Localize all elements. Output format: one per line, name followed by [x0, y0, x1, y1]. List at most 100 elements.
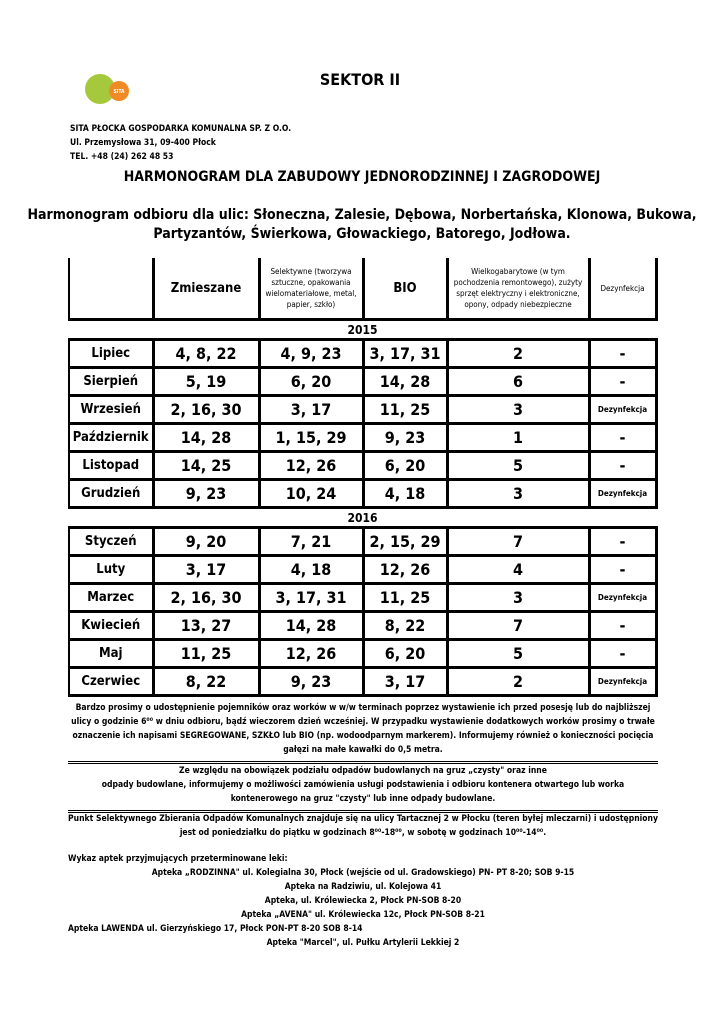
date-cell: 12, 26: [257, 638, 365, 668]
title: HARMONOGRAM DLA ZABUDOWY JEDNORODZINNEJ …: [123, 169, 601, 185]
company-line: TEL. +48 (24) 262 48 53: [70, 152, 174, 162]
date-cell: 3, 17, 31: [361, 338, 449, 368]
date-cell: 2: [445, 666, 591, 697]
pharmacies: Wykaz aptek przyjmujących przeterminowan…: [68, 852, 658, 950]
company-line: SITA PŁOCKA GOSPODARKA KOMUNALNA SP. Z O…: [70, 124, 292, 134]
data-row: Czerwiec 8, 22 9, 23 3, 17 2 Dezynfekcja: [68, 666, 658, 697]
date-cell: 6, 20: [361, 450, 449, 480]
date-cell: 7: [445, 526, 591, 556]
year-cell: 2015: [69, 318, 656, 340]
year-row: 2015: [69, 318, 656, 340]
month-cell: Grudzień: [68, 478, 155, 508]
date-cell: 4, 8, 22: [151, 338, 261, 368]
sector: SEKTOR II: [319, 70, 401, 89]
date-cell: 4, 18: [361, 478, 449, 508]
pharmacy: Apteka "Marcel", ul. Pułku Artylerii Lek…: [266, 938, 460, 948]
date-cell: -: [587, 450, 658, 480]
note-line: odpady budowlane, informujemy o możliwoś…: [101, 780, 625, 790]
data-row: Grudzień 9, 23 10, 24 4, 18 3 Dezynfekcja: [68, 478, 658, 508]
month-cell: Październik: [68, 422, 155, 452]
date-cell: -: [587, 422, 658, 452]
date-cell: Dezynfekcja: [587, 394, 658, 424]
header-cell: Selektywne (tworzywa sztuczne, opakowani…: [257, 258, 365, 321]
date-cell: 8, 22: [151, 666, 261, 697]
date-cell: 3, 17: [257, 394, 365, 424]
data-row: Maj 11, 25 12, 26 6, 20 5-: [68, 638, 658, 668]
logo-circle-orange: [109, 81, 129, 101]
date-cell: 14, 28: [151, 422, 261, 452]
company-info: SITA PŁOCKA GOSPODARKA KOMUNALNA SP. Z O…: [70, 122, 291, 164]
note-line: ulicy o godzinie 6⁰⁰ w dniu odbioru, bąd…: [71, 717, 655, 727]
subtitle: Harmonogram odbioru dla ulic: Słoneczna,…: [0, 206, 724, 244]
date-cell: 11, 25: [361, 582, 449, 612]
note-line: gałęzi na małe kawałki do 0,5 metra.: [283, 745, 443, 755]
date-cell: 1: [445, 422, 591, 452]
note: Ze względu na obowiązek podziału odpadów…: [68, 764, 658, 813]
date-cell: 3, 17: [361, 666, 449, 697]
date-cell: 14, 28: [257, 610, 365, 640]
year-cell: 2016: [69, 506, 656, 528]
data-row: Sierpień 5, 19 6, 20 14, 28 6-: [68, 366, 658, 396]
date-cell: 3, 17, 31: [257, 582, 365, 612]
date-cell: 5: [445, 450, 591, 480]
logo: SITA: [85, 74, 129, 104]
date-cell: 9, 23: [361, 422, 449, 452]
header-cell: Zmieszane: [151, 258, 261, 321]
pharmacy: Apteka „RODZINNA" ul. Kolegialna 30, Pło…: [151, 868, 575, 878]
date-cell: 2: [445, 338, 591, 368]
date-cell: Dezynfekcja: [587, 666, 658, 697]
date-cell: 6: [445, 366, 591, 396]
date-cell: -: [587, 338, 658, 368]
date-cell: 2, 16, 30: [151, 582, 261, 612]
note-line: jest od poniedziałku do piątku w godzina…: [179, 828, 547, 838]
date-cell: 6, 20: [257, 366, 365, 396]
date-cell: 9, 23: [257, 666, 365, 697]
month-cell: Marzec: [68, 582, 155, 612]
data-row: Kwiecień 13, 27 14, 28 8, 22 7-: [68, 610, 658, 640]
note-line: oznaczenie ich napisami SEGREGOWANE, SZK…: [72, 731, 654, 741]
date-cell: 8, 22: [361, 610, 449, 640]
date-cell: 9, 23: [151, 478, 261, 508]
month-cell: Styczeń: [68, 526, 155, 556]
schedule-table: Zmieszane Selektywne (tworzywa sztuczne, …: [68, 258, 658, 697]
note-line: Punkt Selektywnego Zbierania Odpadów Kom…: [68, 814, 658, 824]
month-cell: Luty: [68, 554, 155, 584]
date-cell: 4, 18: [257, 554, 365, 584]
data-row: Listopad 14, 25 12, 26 6, 20 5-: [68, 450, 658, 480]
date-cell: -: [587, 554, 658, 584]
logo-text: SITA: [113, 89, 125, 95]
date-cell: 3: [445, 582, 591, 612]
data-row: Luty 3, 17 4, 18 12, 26 4-: [68, 554, 658, 584]
note-line: Bardzo prosimy o udostępnienie pojemnikó…: [75, 703, 651, 713]
header-cell: Dezynfekcja: [587, 258, 658, 321]
month-cell: Listopad: [68, 450, 155, 480]
month-cell: Kwiecień: [68, 610, 155, 640]
note-line: Ze względu na obowiązek podziału odpadów…: [179, 766, 547, 776]
logo-circle-green: [85, 74, 115, 104]
date-cell: 5, 19: [151, 366, 261, 396]
date-cell: 4: [445, 554, 591, 584]
date-cell: 12, 26: [257, 450, 365, 480]
month-cell: Wrzesień: [68, 394, 155, 424]
company-line: Ul. Przemysłowa 31, 09-400 Płock: [70, 138, 216, 148]
data-row: Październik 14, 28 1, 15, 29 9, 23 1-: [68, 422, 658, 452]
date-cell: 3: [445, 394, 591, 424]
date-cell: Dezynfekcja: [587, 582, 658, 612]
date-cell: 5: [445, 638, 591, 668]
subtitle-line: Partyzantów, Świerkowa, Głowackiego, Bat…: [153, 226, 571, 242]
month-cell: Czerwiec: [68, 666, 155, 697]
date-cell: 11, 25: [151, 638, 261, 668]
date-cell: -: [587, 366, 658, 396]
pharmacy: Apteka, ul. Królewiecka 2, Płock PN-SOB …: [264, 896, 462, 906]
note: Bardzo prosimy o udostępnienie pojemnikó…: [68, 701, 658, 764]
date-cell: 12, 26: [361, 554, 449, 584]
date-cell: 4, 9, 23: [257, 338, 365, 368]
year-row: 2016: [69, 506, 656, 528]
date-cell: 2, 16, 30: [151, 394, 261, 424]
date-cell: 3: [445, 478, 591, 508]
subtitle-line: Harmonogram odbioru dla ulic: Słoneczna,…: [27, 207, 697, 223]
header-cell: BIO: [361, 258, 449, 321]
table-body: Zmieszane Selektywne (tworzywa sztuczne, …: [68, 258, 658, 697]
